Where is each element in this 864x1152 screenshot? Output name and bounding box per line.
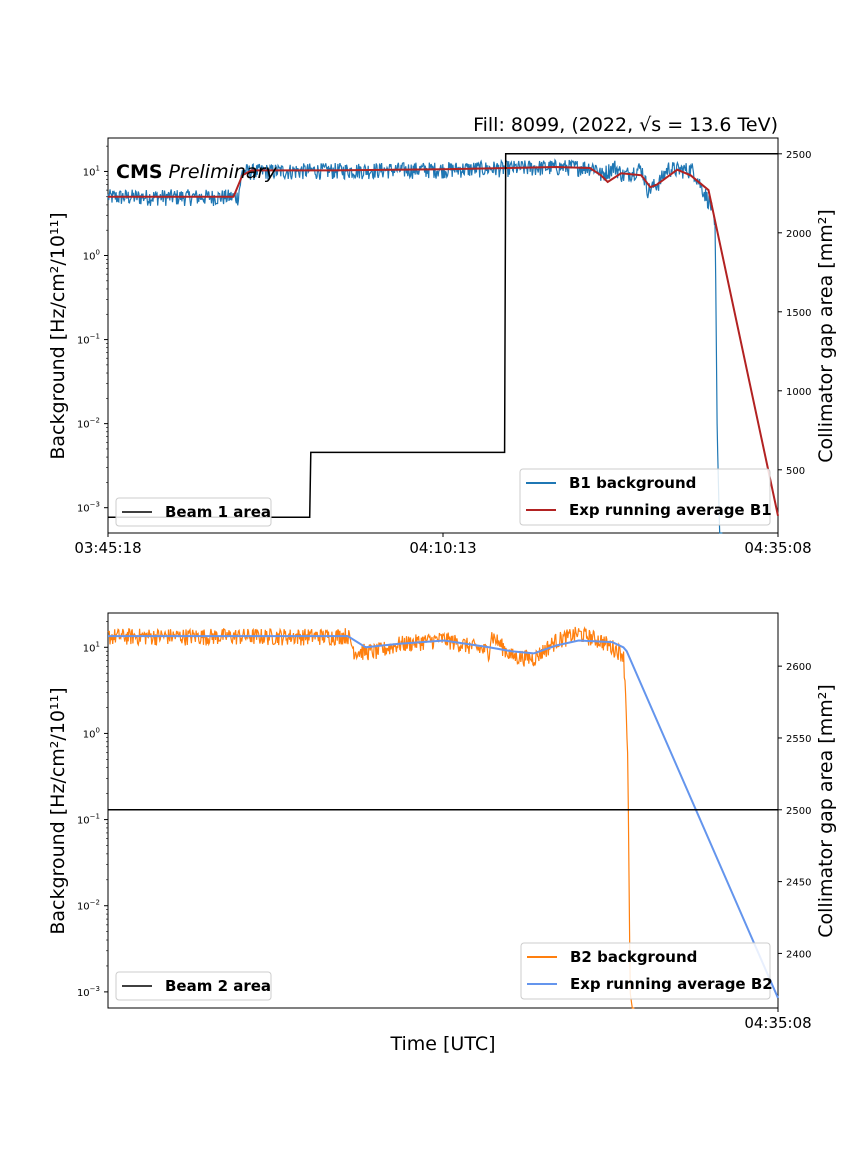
y2-tick-label: 500 [786, 466, 805, 477]
legend-box [520, 942, 771, 1000]
y-tick-label: 10−1 [77, 813, 100, 827]
y2-tick-label: 2550 [786, 734, 811, 745]
y-tick-label: 10−2 [77, 417, 100, 431]
top-series-lines [107, 153, 779, 534]
x-tick-label: 04:35:08 [744, 1014, 811, 1032]
y2-tick-label: 2500 [786, 150, 811, 161]
bottom-right-y-label: Collimator gap area [mm²] [815, 684, 837, 937]
x-tick-label: 04:35:08 [744, 539, 811, 557]
y2-tick-label: 2000 [786, 229, 811, 240]
bottom-x-ticks: 04:35:08 [744, 1008, 812, 1032]
legend-label-beam2-area: Beam 2 area [165, 977, 271, 995]
y-tick-exponent: 0 [96, 726, 100, 734]
top-left-y-label: Background [Hz/cm²/10¹¹] [47, 212, 69, 459]
y-tick-exponent: −3 [90, 985, 100, 993]
top-right-y-ticks: 500 1000 1500 2000 2500 [778, 150, 811, 477]
y-tick-exponent: −2 [90, 899, 100, 907]
preliminary-label: Preliminary [169, 161, 278, 183]
y2-tick-label: 2600 [786, 662, 811, 673]
figure-title: Fill: 8099, (2022, √s = 13.6 TeV) [473, 114, 778, 136]
y2-tick-label: 2400 [786, 949, 811, 960]
series-line-exp-running-average-b2 [108, 635, 779, 999]
y-tick-exponent: −2 [90, 417, 100, 425]
y-tick-exponent: −1 [90, 813, 100, 821]
y-tick-exponent: 0 [96, 249, 100, 257]
bottom-right-y-ticks: 2400 2450 2500 2550 2600 [778, 662, 811, 960]
y-tick-label: 100 [83, 249, 100, 263]
legend-label-b1-background: B1 background [569, 474, 696, 492]
y2-tick-label: 1500 [786, 308, 811, 319]
legend-label-b2-background: B2 background [570, 948, 697, 966]
y-tick-exponent: 1 [96, 640, 100, 648]
bottom-legend-right: B2 background Exp running average B2 [520, 942, 773, 1000]
legend-label-b2-average: Exp running average B2 [570, 975, 773, 993]
bottom-series-lines [107, 626, 779, 1009]
legend-box [115, 497, 272, 527]
series-line-beam-1-area [108, 153, 778, 518]
y-tick-label: 101 [83, 640, 100, 654]
x-axis-label: Time [UTC] [389, 1033, 495, 1055]
y2-tick-label: 2450 [786, 878, 811, 889]
y-tick-exponent: −1 [90, 333, 100, 341]
y-tick-exponent: −3 [90, 501, 100, 509]
y-tick-label: 10−2 [77, 899, 100, 913]
y-tick-label: 101 [83, 164, 100, 178]
y2-tick-label: 1000 [786, 387, 811, 398]
y-tick-label: 10−3 [77, 985, 100, 999]
top-right-y-label: Collimator gap area [mm²] [815, 209, 837, 462]
legend-label-b1-average: Exp running average B1 [569, 501, 772, 519]
legend-box [115, 971, 272, 1001]
bottom-left-y-label: Background [Hz/cm²/10¹¹] [47, 687, 69, 934]
x-tick-label: 04:10:13 [409, 539, 476, 557]
series-line-exp-running-average-b1 [108, 165, 779, 517]
top-legend-left: Beam 1 area [115, 497, 272, 527]
top-x-ticks: 03:45:18 04:10:13 04:35:08 [74, 533, 812, 557]
cms-label: CMS [116, 161, 163, 183]
y2-tick-label: 2500 [786, 806, 811, 817]
y-tick-exponent: 1 [96, 164, 100, 172]
y-tick-label: 10−3 [77, 501, 100, 515]
legend-box [519, 468, 771, 526]
bottom-legend-left: Beam 2 area [115, 971, 272, 1001]
cms-watermark: CMS Preliminary [116, 161, 277, 183]
x-tick-label: 03:45:18 [74, 539, 141, 557]
top-legend-right: B1 background Exp running average B1 [519, 468, 772, 526]
legend-label-beam1-area: Beam 1 area [165, 503, 271, 521]
y-tick-label: 100 [83, 726, 100, 740]
y-tick-label: 10−1 [77, 333, 100, 347]
